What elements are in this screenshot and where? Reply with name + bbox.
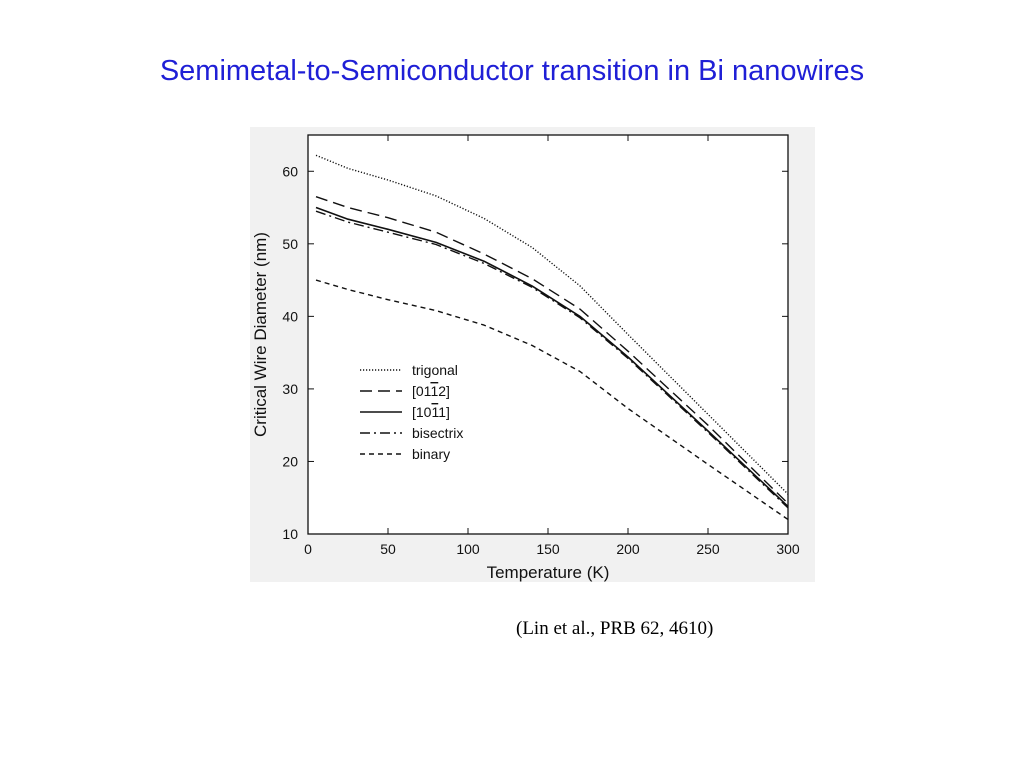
legend-label: bisectrix	[412, 425, 463, 441]
y-tick-label: 10	[282, 526, 298, 542]
figure-panel: 0 50 100 150 200 250 300 10 20 30 40 50 60 Temperatur…	[250, 127, 815, 582]
legend-label: [1011]	[412, 404, 450, 420]
y-axis-label: Critical Wire Diameter (nm)	[251, 232, 270, 437]
series-line--1011-	[315, 206, 789, 507]
x-tick-label: 50	[380, 541, 396, 557]
y-tick-label: 60	[282, 163, 298, 179]
legend-label: [0112]	[412, 383, 450, 399]
series-line-trigonal	[315, 154, 789, 495]
x-tick-label: 200	[616, 541, 640, 557]
plot-frame	[307, 134, 789, 535]
citation: (Lin et al., PRB 62, 4610)	[516, 618, 714, 639]
series-line-bisectrix	[315, 210, 789, 509]
series-line--0112-	[315, 196, 789, 505]
x-tick-label: 0	[304, 541, 312, 557]
x-tick-label: 150	[536, 541, 560, 557]
legend-label: binary	[412, 446, 450, 462]
y-tick-label: 20	[282, 453, 298, 469]
y-tick-label: 40	[282, 308, 298, 324]
series-line-binary	[315, 279, 789, 521]
x-axis-label: Temperature (K)	[487, 563, 610, 582]
legend-label: trigonal	[412, 362, 458, 378]
slide-title: Semimetal-to-Semiconductor transition in…	[159, 55, 865, 87]
chart: 0 50 100 150 200 250 300 10 20 30 40 50 60 Temperatur…	[251, 134, 800, 582]
x-tick-label: 100	[456, 541, 480, 557]
x-tick-label: 300	[776, 541, 800, 557]
y-tick-label: 30	[282, 381, 298, 397]
y-tick-label: 50	[282, 236, 298, 252]
x-tick-label: 250	[696, 541, 720, 557]
